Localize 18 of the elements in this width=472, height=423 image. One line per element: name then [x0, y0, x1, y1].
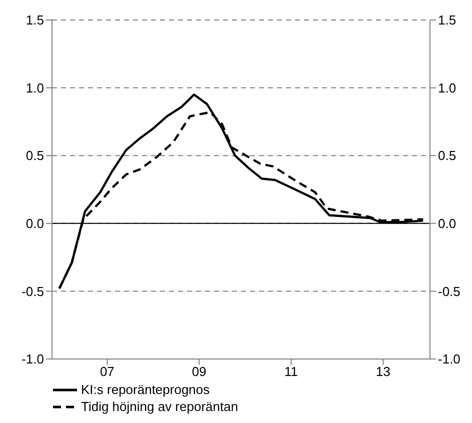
x-tick-label: 09 — [192, 364, 206, 380]
y2-tick-label: 1.0 — [438, 80, 456, 96]
y-tick-label: 1.0 — [26, 80, 44, 96]
y2-tick-label: 0.0 — [438, 216, 456, 232]
legend-label: Tidig höjning av reporäntan — [81, 398, 238, 415]
y-tick-label: 0.5 — [26, 148, 44, 164]
y-tick-label: -1.0 — [22, 352, 44, 367]
y-tick-label: -0.5 — [22, 284, 44, 299]
x-tick-label: 13 — [376, 364, 390, 380]
x-tick-label: 07 — [100, 364, 114, 380]
y-tick-label: 1.5 — [26, 12, 44, 28]
y-tick-label: 0.0 — [26, 216, 44, 232]
x-tick-label: 11 — [284, 364, 298, 380]
legend-label: KI:s reporänteprognos — [81, 381, 210, 398]
y2-tick-label: 1.5 — [438, 12, 456, 28]
y2-tick-label: -0.5 — [438, 284, 460, 299]
y2-tick-label: -1.0 — [438, 352, 460, 367]
y2-tick-label: 0.5 — [438, 148, 456, 164]
